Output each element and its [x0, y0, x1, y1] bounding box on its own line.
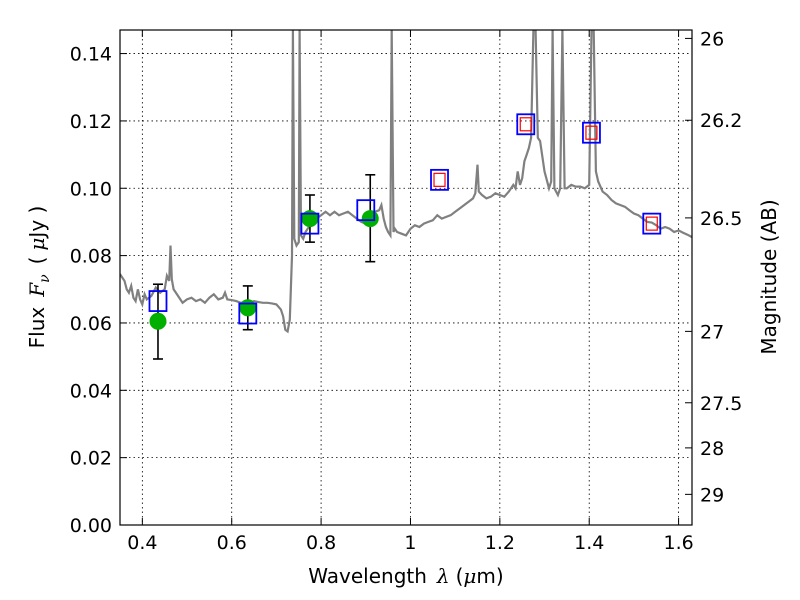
right-tick-label: 27.5 — [700, 393, 742, 415]
x-axis-ticks: 0.4 0.6 0.8 1 1.2 1.4 1.6 — [127, 30, 694, 554]
y-tick-label: 0.10 — [70, 178, 112, 200]
model-square — [516, 113, 536, 136]
y-tick-label: 0.12 — [70, 111, 112, 133]
right-tick-label: 27 — [700, 321, 724, 343]
model-square — [642, 212, 662, 235]
model-spectrum-line — [120, 30, 692, 334]
x-tick-label: 0.4 — [127, 532, 157, 554]
plot-area — [120, 30, 692, 360]
x-tick-label: 1.2 — [485, 532, 515, 554]
y-tick-label: 0.02 — [70, 448, 112, 470]
error-bars — [152, 173, 376, 360]
model-square — [356, 199, 376, 222]
y-tick-label: 0.04 — [70, 380, 112, 402]
x-tick-label: 1 — [404, 532, 416, 554]
observed-points — [149, 210, 379, 330]
right-tick-label: 29 — [700, 484, 724, 506]
grid-lines — [120, 30, 692, 525]
model-square — [148, 290, 168, 312]
y-axis-ticks: 0.00 0.02 0.04 0.06 0.08 0.10 0.12 0.14 — [70, 44, 127, 537]
y-tick-label: 0.14 — [70, 44, 112, 66]
right-tick-label: 26 — [700, 28, 724, 50]
model-points — [148, 113, 662, 325]
x-tick-label: 1.4 — [574, 532, 604, 554]
x-axis-label: Wavelength λ (μm) — [308, 564, 503, 588]
right-tick-label: 26.2 — [700, 110, 742, 132]
plot-frame — [119, 29, 693, 526]
observed-point — [361, 210, 379, 228]
x-tick-label: 0.6 — [217, 532, 247, 554]
y-tick-label: 0.08 — [70, 246, 112, 268]
model-square-inner — [433, 172, 446, 187]
model-square — [430, 168, 449, 191]
right-axis-label: Magnitude (AB) — [757, 199, 781, 354]
observed-point — [149, 312, 167, 330]
x-tick-label: 1.6 — [663, 532, 693, 554]
y-tick-label: 0.06 — [70, 313, 112, 335]
model-square-inner — [519, 117, 532, 132]
x-tick-label: 0.8 — [306, 532, 336, 554]
model-square — [300, 212, 320, 235]
right-tick-label: 28 — [700, 438, 724, 460]
y-axis-label: FluxFν(μJy ) — [25, 206, 53, 349]
y-tick-label: 0.00 — [70, 515, 112, 537]
model-square — [582, 121, 601, 144]
model-square-inner — [585, 125, 598, 140]
observed-point — [239, 299, 257, 317]
model-square — [238, 302, 258, 325]
right-tick-label: 26.5 — [700, 208, 742, 230]
model-square-inner — [645, 216, 658, 231]
right-axis-ticks: 26 26.2 26.5 27 27.5 28 29 — [685, 28, 742, 506]
